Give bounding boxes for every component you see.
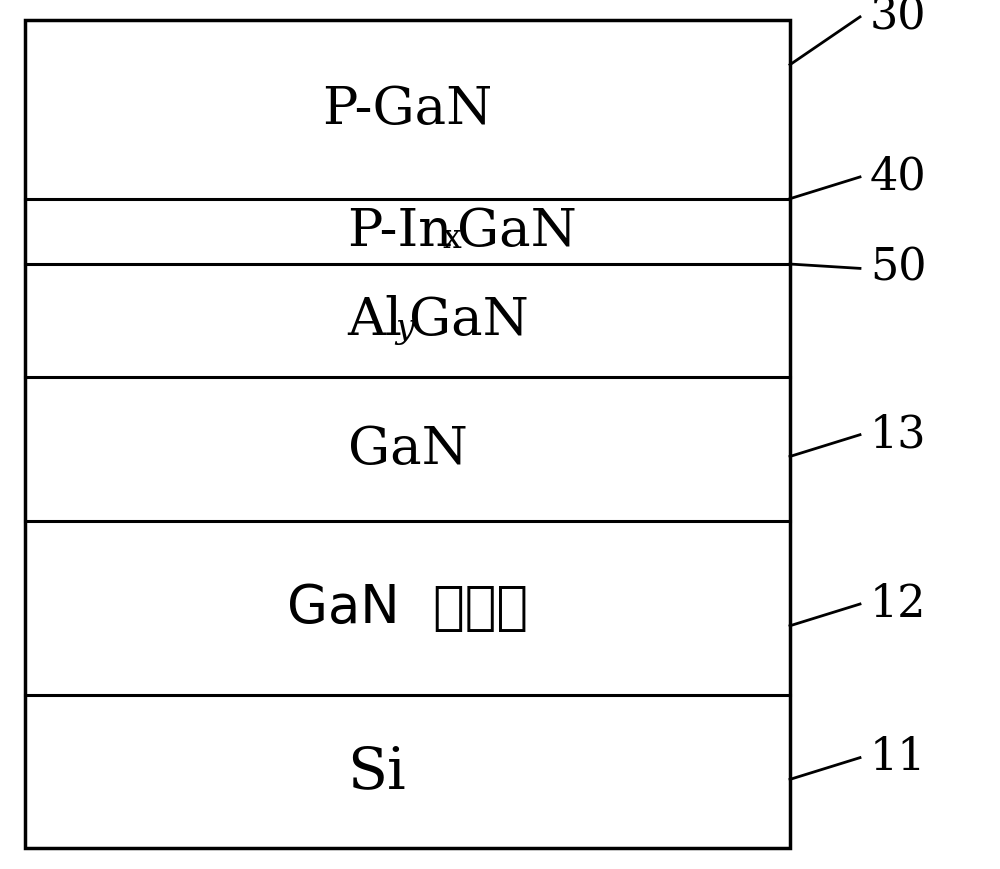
Text: GaN  缓冲层: GaN 缓冲层 bbox=[287, 582, 528, 634]
Text: 50: 50 bbox=[870, 247, 927, 290]
Text: 13: 13 bbox=[870, 413, 926, 456]
Text: P-GaN: P-GaN bbox=[322, 83, 493, 135]
Text: GaN: GaN bbox=[348, 424, 467, 474]
Text: 30: 30 bbox=[870, 0, 927, 38]
Text: Si: Si bbox=[348, 744, 406, 799]
Text: x: x bbox=[442, 223, 461, 255]
Text: 11: 11 bbox=[870, 736, 926, 779]
Text: Al: Al bbox=[348, 295, 402, 346]
Text: P-In: P-In bbox=[348, 206, 453, 257]
Text: 40: 40 bbox=[870, 156, 927, 198]
Text: 12: 12 bbox=[870, 582, 926, 626]
Text: GaN: GaN bbox=[458, 206, 577, 257]
Text: GaN: GaN bbox=[410, 295, 529, 346]
Bar bbox=[25, 20, 790, 848]
Text: y: y bbox=[396, 313, 414, 345]
